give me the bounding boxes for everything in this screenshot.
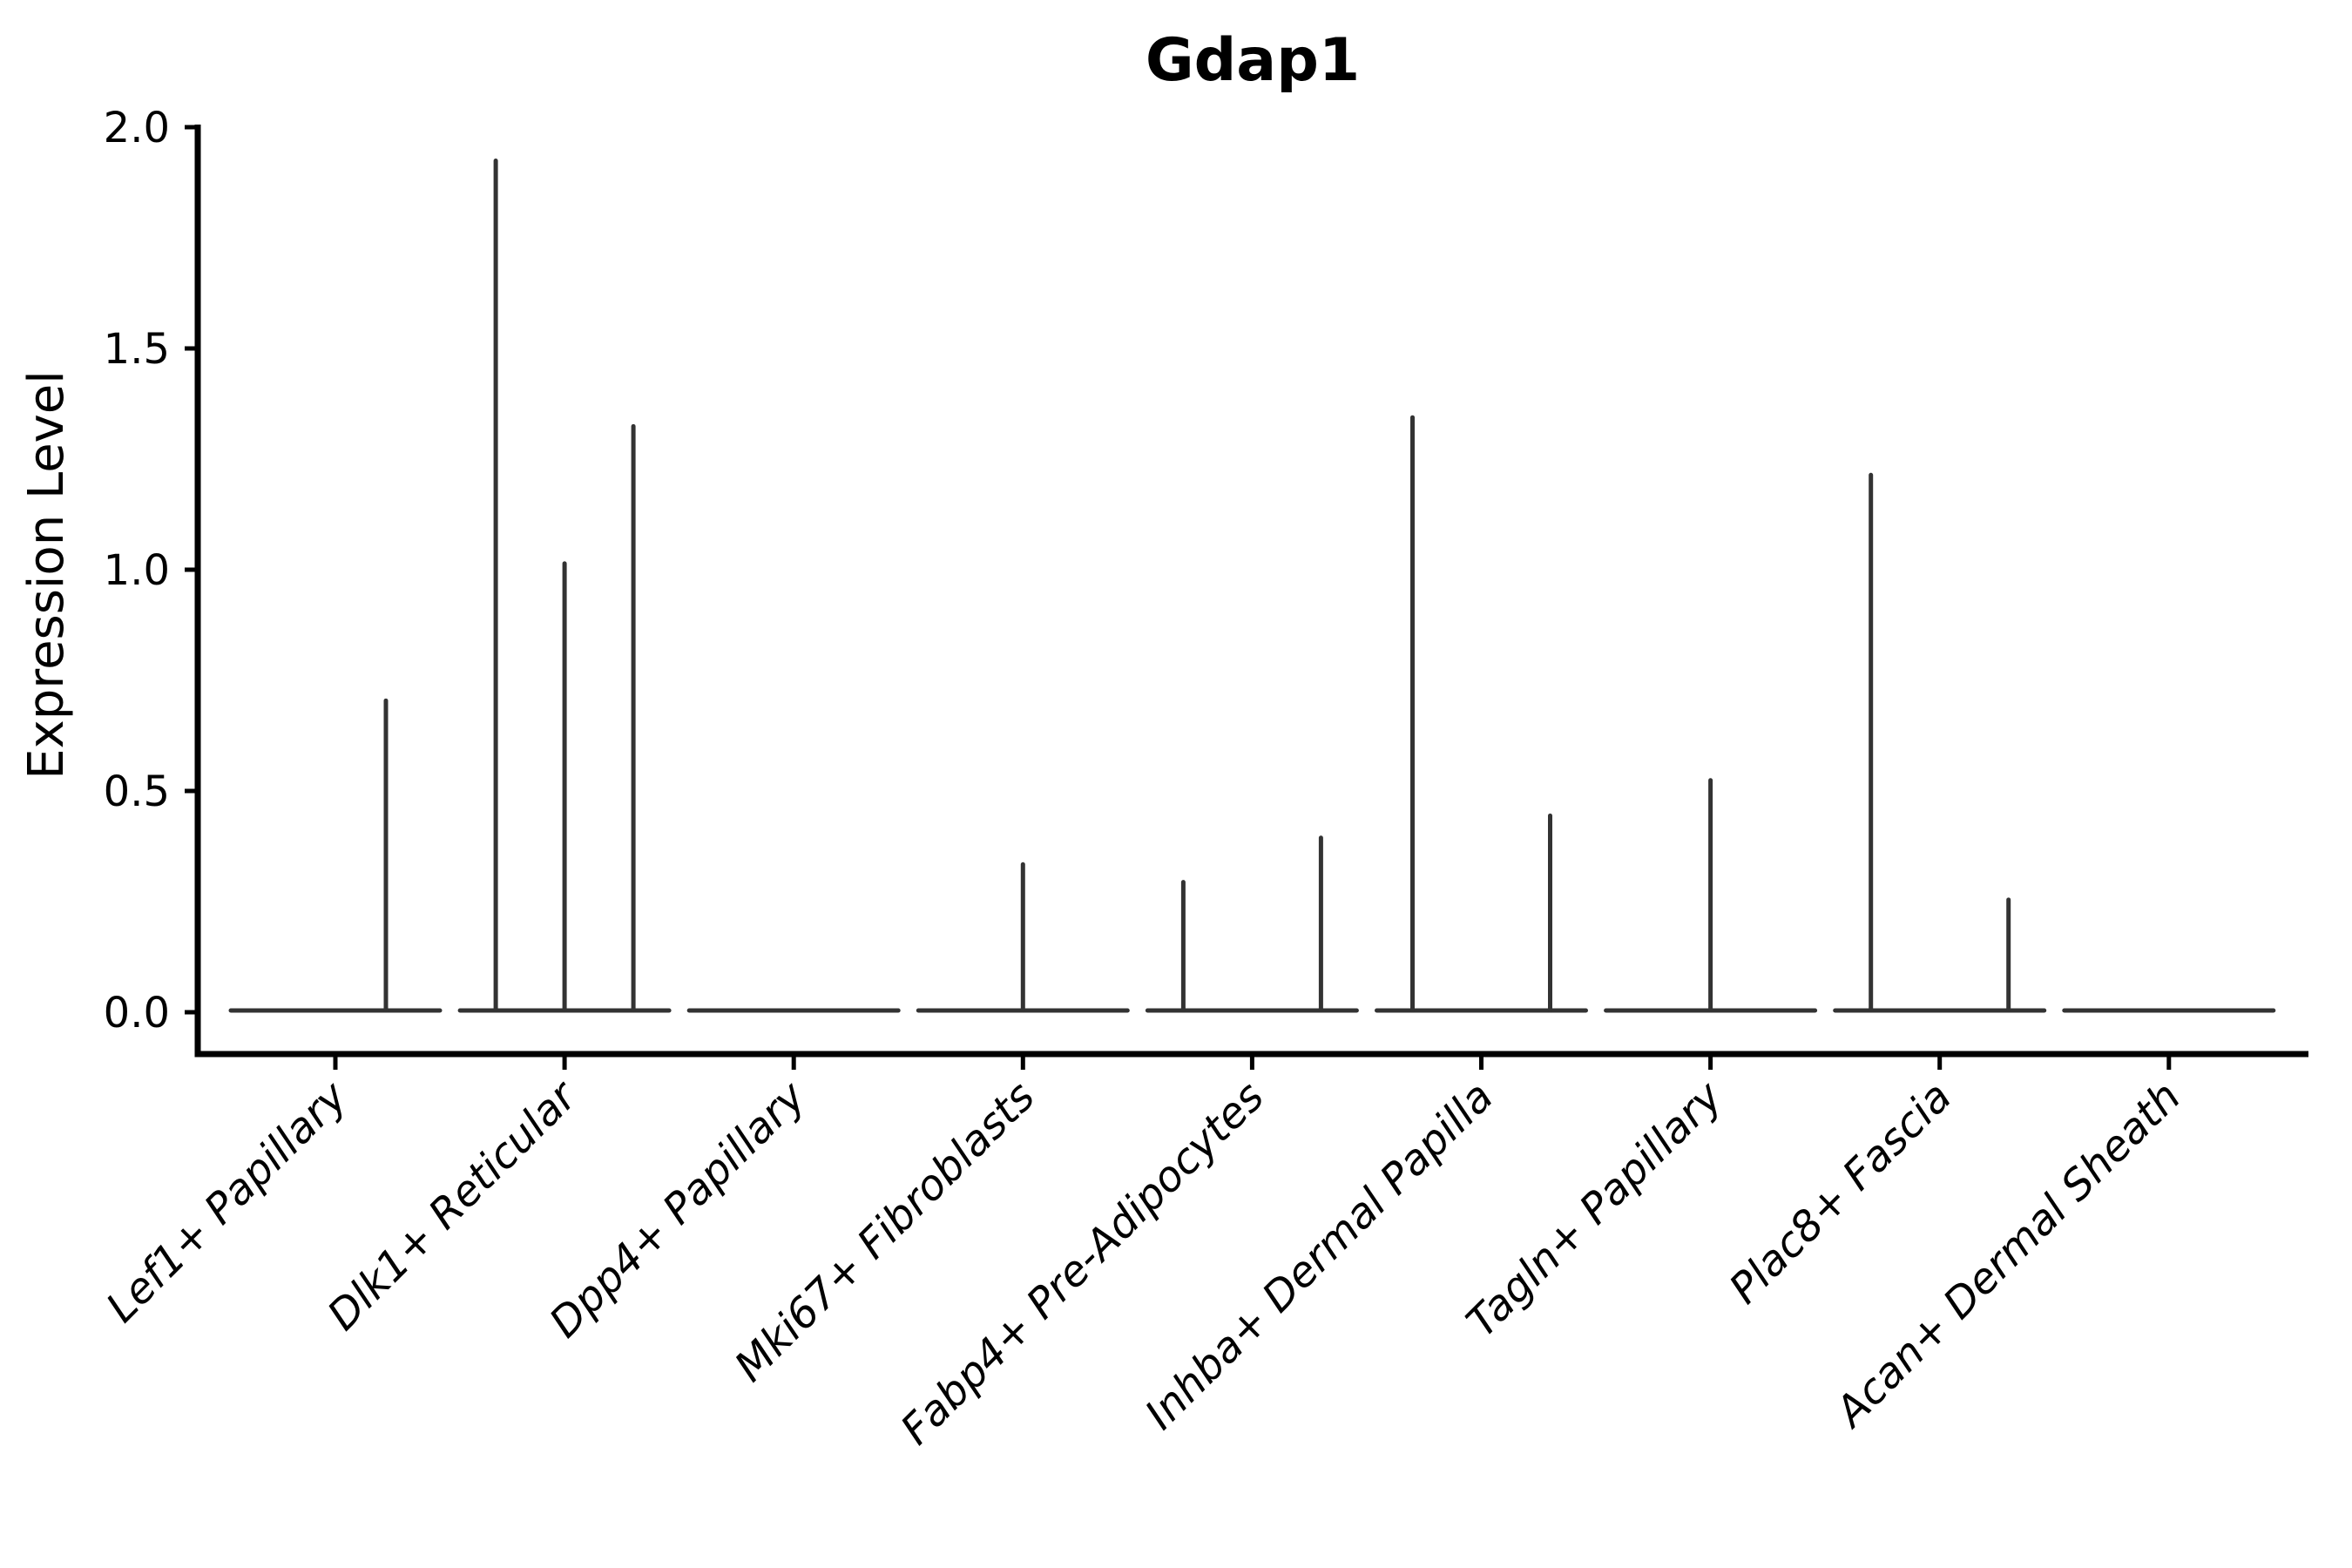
- y-tick-label: 1.0: [104, 546, 170, 595]
- y-tick-label: 0.0: [104, 989, 170, 1037]
- x-tick-label: Plac8+ Fascia: [1720, 1072, 1962, 1314]
- x-tick-label: Dlk1+ Reticular: [318, 1071, 588, 1341]
- violins: [228, 159, 2276, 1013]
- chart-title: Gdap1: [1146, 26, 1360, 95]
- x-tick-label: Fabp4+ Pre-Adipocytes: [891, 1072, 1274, 1455]
- y-tick-label: 1.5: [104, 325, 170, 374]
- y-axis-title: Expression Level: [18, 370, 75, 780]
- y-tick-label: 2.0: [104, 104, 170, 152]
- x-tick-label: Lef1+ Papillary: [97, 1071, 357, 1332]
- y-tick-label: 0.5: [104, 767, 170, 816]
- x-tick-label: Dpp4+ Papillary: [540, 1071, 815, 1347]
- x-tick-label: Tagln+ Papillary: [1457, 1071, 1733, 1347]
- axes: [185, 125, 2308, 1070]
